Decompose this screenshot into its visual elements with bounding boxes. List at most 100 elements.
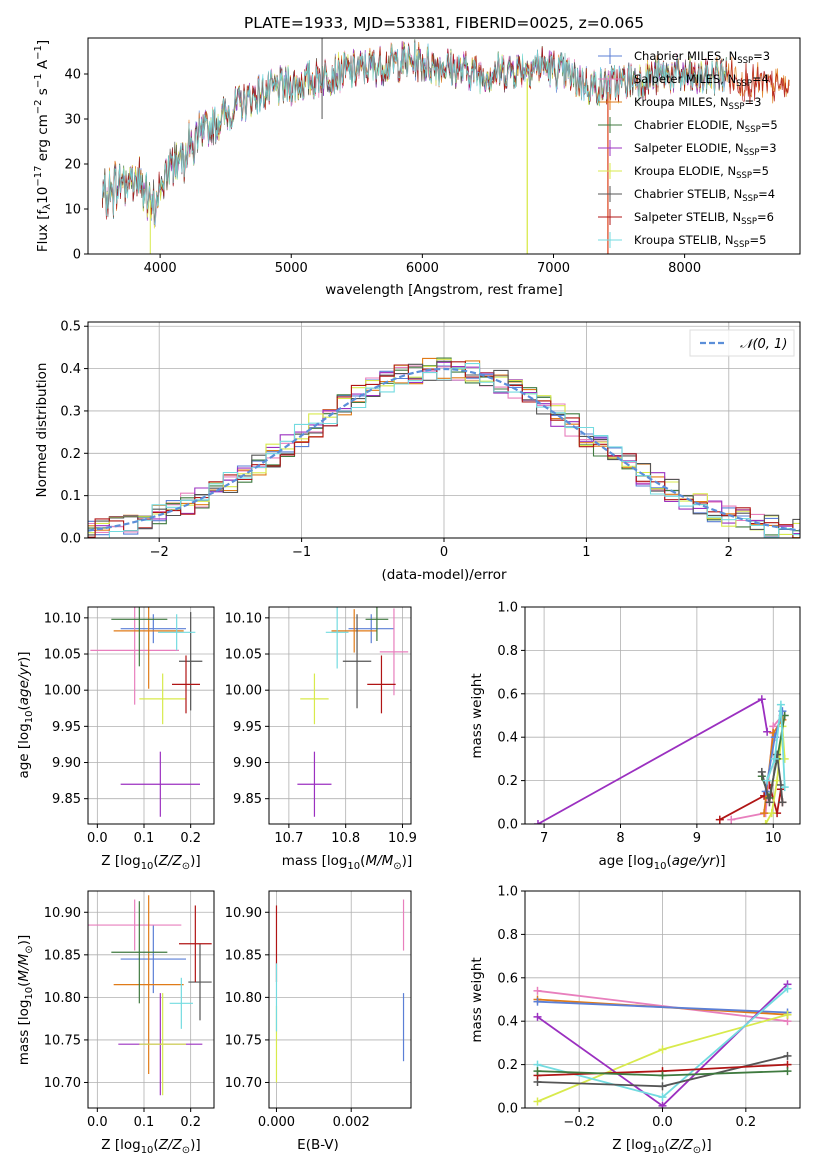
- spectrum-frame: [87, 37, 801, 255]
- x-tick-label: −2: [150, 545, 169, 560]
- z-weight-marks: [533, 980, 792, 1108]
- y-tick-label: 10.85: [44, 948, 81, 963]
- residual-ylabel: Normed distribution: [34, 363, 50, 498]
- age-weight-panel: mass weight age [log10(age/yr)] 7 8 9 10 0.0…: [469, 601, 801, 872]
- y-tick-label: 0.4: [60, 362, 81, 377]
- x-tick-label: 0.2: [180, 831, 201, 846]
- y-tick-label: 0.0: [60, 532, 81, 547]
- y-tick-label: 9.85: [52, 792, 81, 807]
- y-tick-label: 0.4: [497, 1015, 518, 1030]
- x-tick-label: 10.9: [388, 831, 417, 846]
- z-mass-ylabel: mass [log10(M/M⊙)]: [16, 935, 35, 1065]
- ebv-mass-xlabel: E(B-V): [297, 1137, 339, 1153]
- legend-label-chabrier-elodie: Chabrier ELODIE, NSSP=5: [634, 118, 778, 135]
- x-tick-label: 1: [582, 545, 590, 560]
- spectrum-ylabel: Flux [fλ10−17 erg cm−2 s−1 A−1]: [33, 40, 53, 252]
- ebv-mass-frame: [268, 890, 412, 1109]
- z-mass-panel: mass [log10(M/M⊙)] Z [log10(Z/Z⊙)] 0.0 0.…: [16, 890, 215, 1156]
- normal-curve: [88, 367, 800, 532]
- spectrum-title: PLATE=1933, MJD=53381, FIBERID=0025, z=0…: [244, 14, 644, 32]
- spectrum-xlabel: wavelength [Angstrom, rest frame]: [325, 282, 563, 298]
- y-tick-label: 10: [64, 203, 81, 218]
- y-tick-label: 10.70: [225, 1076, 262, 1091]
- age-weight-line-salpeter-elodie: [537, 697, 769, 824]
- y-tick-label: 0.5: [60, 320, 81, 335]
- legend-label-kroupa-miles: Kroupa MILES, NSSP=3: [634, 95, 761, 112]
- y-tick-label: 1.0: [497, 885, 518, 900]
- legend-label-kroupa-elodie: Kroupa ELODIE, NSSP=5: [634, 164, 769, 181]
- z-weight-xlabel: Z [log10(Z/Z⊙)]: [612, 1137, 711, 1156]
- x-tick-label: 5000: [275, 261, 308, 276]
- x-tick-label: 6000: [406, 261, 439, 276]
- y-tick-label: 1.0: [497, 601, 518, 616]
- y-tick-label: 0.0: [497, 818, 518, 833]
- z-age-xlabel: Z [log10(Z/Z⊙)]: [101, 853, 200, 872]
- y-tick-label: 10.70: [44, 1076, 81, 1091]
- age-weight-ylabel: mass weight: [469, 673, 485, 758]
- residual-legend: 𝒩(0, 1): [689, 329, 795, 357]
- z-age-marks: [90, 607, 203, 817]
- x-tick-label: 7: [540, 831, 548, 846]
- histogram-salpeter-elodie: [88, 361, 800, 538]
- spectrum-ticks: 4000 5000 6000 7000 8000 0 10 20 30 40: [64, 68, 701, 277]
- x-tick-label: 0.0: [87, 1115, 108, 1130]
- z-weight-line-chabrier-miles: [537, 1000, 788, 1014]
- age-weight-xlabel: age [log10(age/yr)]: [598, 853, 725, 872]
- y-tick-label: 0.8: [497, 928, 518, 943]
- y-tick-label: 0.3: [60, 404, 81, 419]
- x-tick-label: 0.002: [333, 1115, 370, 1130]
- mass-age-panel: mass [log10(M/M⊙)] 10.7 10.8 10.9 9.85 9.90 9…: [225, 606, 417, 872]
- y-tick-label: 10.80: [44, 991, 81, 1006]
- y-tick-label: 10.90: [44, 906, 81, 921]
- legend-label-salpeter-miles: Salpeter MILES, NSSP=4: [634, 72, 769, 89]
- x-tick-label: 7000: [537, 261, 570, 276]
- y-tick-label: 30: [64, 113, 81, 128]
- x-tick-label: −0.2: [563, 1115, 595, 1130]
- y-tick-label: 10.10: [44, 611, 81, 626]
- z-mass-frame: [87, 890, 215, 1109]
- z-weight-ylabel: mass weight: [469, 957, 485, 1042]
- y-tick-label: 0.2: [497, 1058, 518, 1073]
- y-tick-label: 9.95: [52, 720, 81, 735]
- y-tick-label: 10.85: [225, 948, 262, 963]
- x-tick-label: 10.8: [331, 831, 360, 846]
- residual-grid: −2 −1 0 1 2 0.0 0.1 0.2 0.3 0.4 0.5: [60, 320, 800, 560]
- z-age-frame: [87, 606, 215, 825]
- spectrum-line-kroupa-elodie: [102, 44, 727, 229]
- x-tick-label: 0.2: [180, 1115, 201, 1130]
- x-tick-label: 0.1: [134, 831, 155, 846]
- residual-frame: [87, 321, 801, 539]
- x-tick-label: 0: [440, 545, 448, 560]
- mass-age-frame: [268, 606, 412, 825]
- residual-panel: −2 −1 0 1 2 0.0 0.1 0.2 0.3 0.4 0.5 𝒩(0, 1) (data-…: [34, 320, 801, 583]
- spectrum-legend: Chabrier MILES, NSSP=3 Salpeter MILES, NS…: [598, 48, 778, 250]
- y-tick-label: 9.90: [233, 756, 262, 771]
- spectrum-series: [102, 38, 790, 254]
- y-tick-label: 0.2: [60, 447, 81, 462]
- x-tick-label: 10: [765, 831, 782, 846]
- age-weight-marks: [533, 695, 789, 824]
- x-tick-label: 0.0: [87, 831, 108, 846]
- z-mass-xlabel: Z [log10(Z/Z⊙)]: [101, 1137, 200, 1156]
- y-tick-label: 10.90: [225, 906, 262, 921]
- legend-label-chabrier-miles: Chabrier MILES, NSSP=3: [634, 49, 770, 66]
- y-tick-label: 10.00: [225, 684, 262, 699]
- mass-age-marks: [297, 607, 409, 817]
- z-age-panel: age [log10(age/yr)] Z [log10(Z/Z⊙)] 0.0 0…: [16, 606, 215, 872]
- spectrum-panel: PLATE=1933, MJD=53381, FIBERID=0025, z=0…: [33, 14, 801, 298]
- normal-legend-label: 𝒩(0, 1): [740, 337, 787, 352]
- x-tick-label: 4000: [144, 261, 177, 276]
- z-age-ylabel: age [log10(age/yr)]: [16, 651, 35, 778]
- age-weight-frame: [524, 606, 801, 825]
- y-tick-label: 9.95: [233, 720, 262, 735]
- y-tick-label: 10.10: [225, 611, 262, 626]
- y-tick-label: 40: [64, 68, 81, 83]
- z-weight-panel: mass weight Z [log10(Z/Z⊙)] −0.2 0.0 0.2 0.…: [469, 885, 801, 1156]
- x-tick-label: 0.1: [134, 1115, 155, 1130]
- residual-histograms: [88, 357, 800, 538]
- x-tick-label: 0.000: [258, 1115, 295, 1130]
- legend-label-kroupa-stelib: Kroupa STELIB, NSSP=5: [634, 233, 766, 250]
- histogram-kroupa-elodie: [88, 358, 800, 535]
- x-tick-label: 10.7: [274, 831, 303, 846]
- y-tick-label: 0.1: [60, 489, 81, 504]
